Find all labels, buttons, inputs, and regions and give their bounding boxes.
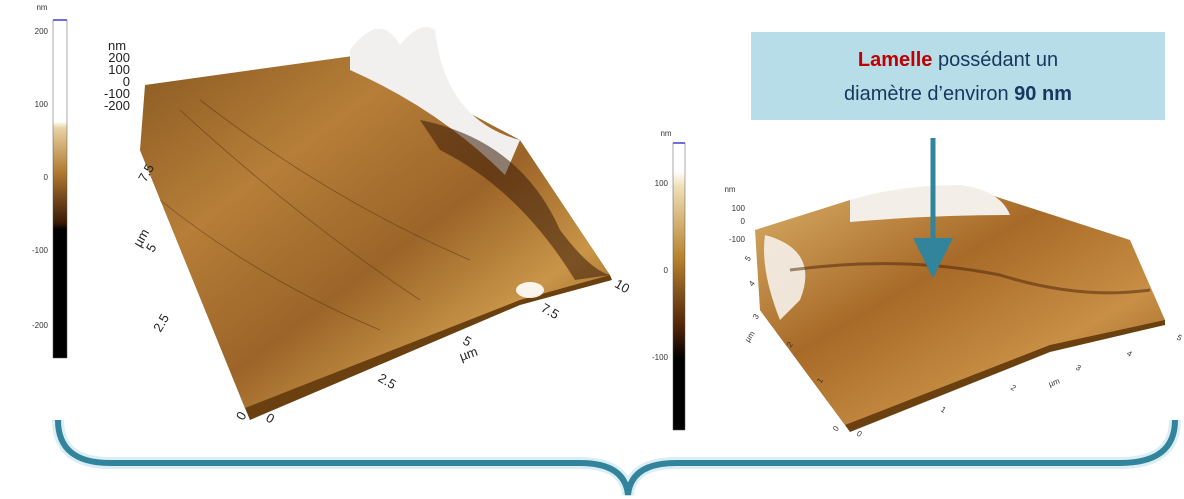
z-tick: -100: [729, 235, 746, 244]
surface-right: [755, 185, 1165, 425]
callout-box: [751, 32, 1165, 120]
z-tick: 0: [741, 217, 746, 226]
colorbar-tick: 100: [655, 179, 669, 188]
terrace-lines: [159, 99, 471, 331]
y-tick: 2.5: [150, 311, 172, 334]
z-tick: -200: [104, 98, 130, 113]
colorbar-right: [672, 142, 686, 431]
x-tick: 2.5: [376, 370, 399, 392]
y-tick: 5: [743, 254, 753, 263]
callout-value: 90 nm: [1014, 83, 1072, 105]
colorbar-tick: -100: [652, 353, 669, 362]
peak: [516, 282, 544, 298]
colorbar-tick: 0: [664, 266, 669, 275]
z-unit: nm: [108, 38, 126, 53]
colorbar-tick: 0: [44, 173, 49, 182]
x-tick: 2: [1009, 383, 1018, 393]
callout-highlight: Lamelle: [858, 49, 932, 71]
lamella: [789, 262, 1151, 295]
callout-line: Lamelle possédant un: [858, 49, 1058, 71]
z-tick: 0: [123, 74, 130, 89]
colorbar-unit: nm: [36, 3, 47, 12]
x-unit: µm: [1047, 376, 1061, 388]
z-tick: 100: [732, 204, 746, 213]
z-tick: 200: [108, 50, 130, 65]
colorbar-tick: -100: [32, 246, 49, 255]
colorbar-tick: -200: [32, 321, 49, 330]
y-tick: 0: [831, 424, 841, 433]
ridge-shadow: [420, 120, 610, 280]
colorbar-left: [52, 19, 68, 359]
x-tick: 5: [1175, 333, 1184, 343]
colorbar-tick: 100: [35, 100, 49, 109]
ridge: [350, 27, 520, 176]
x-tick: 10: [612, 276, 632, 296]
z-unit: nm: [724, 185, 735, 194]
x-tick: 3: [1074, 363, 1083, 373]
x-tick: 0: [855, 429, 864, 439]
y-tick: 4: [747, 279, 757, 288]
callout-line: diamètre d’environ 90 nm: [844, 83, 1072, 105]
x-tick: 7.5: [539, 300, 562, 322]
colorbar-tick: 200: [35, 27, 49, 36]
ridge: [850, 185, 1010, 222]
x-unit: µm: [457, 344, 479, 364]
callout-text: possédant un: [938, 49, 1058, 71]
lamella-edge: [764, 235, 806, 320]
y-tick: 1: [815, 376, 825, 385]
brace-outline: [52, 419, 1181, 496]
y-tick: 2: [785, 340, 795, 349]
x-tick: 4: [1125, 349, 1134, 359]
callout-text: diamètre d’environ: [844, 83, 1009, 105]
brace: [55, 419, 1178, 496]
z-tick: 100: [108, 62, 130, 77]
y-tick: 3: [751, 312, 761, 321]
y-unit: µm: [743, 329, 757, 344]
z-tick: -100: [104, 86, 130, 101]
colorbar-unit: nm: [660, 129, 671, 138]
x-tick: 1: [939, 405, 948, 415]
